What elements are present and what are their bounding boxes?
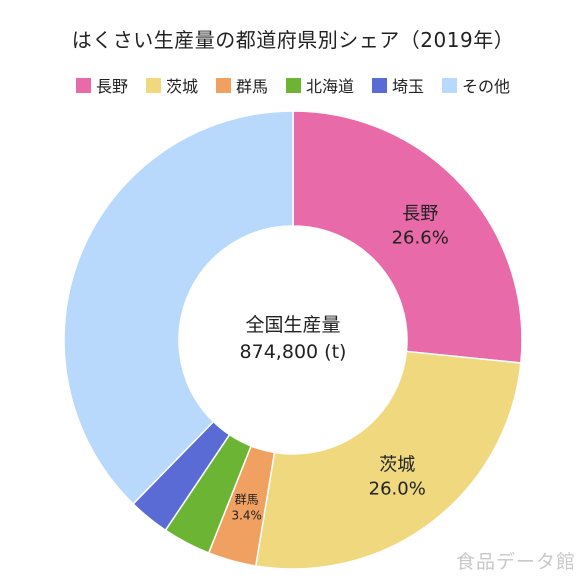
legend-item: 北海道	[286, 73, 354, 97]
legend-label: 埼玉	[392, 77, 425, 96]
slice-value-label: 3.4%	[231, 508, 262, 522]
slice-value-label: 26.6%	[392, 227, 449, 248]
slice-name-label: 群馬	[235, 492, 259, 506]
legend-swatch	[372, 77, 388, 93]
legend-swatch	[145, 77, 161, 93]
legend-item: その他	[442, 73, 510, 97]
donut-slice	[63, 110, 294, 506]
donut-slice	[254, 350, 522, 570]
legend-label: その他	[462, 77, 511, 96]
slice-name-label: 茨城	[379, 454, 415, 475]
legend-label: 長野	[95, 77, 128, 96]
center-value: 874,800 (t)	[239, 341, 347, 363]
legend-label: 茨城	[165, 77, 198, 96]
legend-item: 茨城	[145, 73, 198, 97]
donut-center-label: 全国生産量 874,800 (t)	[193, 312, 393, 366]
legend-label: 北海道	[306, 77, 355, 96]
chart-title: はくさい生産量の都道府県別シェア（2019年）	[71, 28, 515, 52]
slice-name-label: 長野	[402, 203, 438, 224]
legend-swatch	[442, 77, 458, 93]
legend-swatch	[215, 77, 231, 93]
legend-label: 群馬	[235, 77, 268, 96]
legend-item: 群馬	[215, 73, 268, 97]
legend-swatch	[75, 77, 91, 93]
donut-slice	[292, 110, 523, 364]
slice-value-label: 26.0%	[369, 478, 426, 499]
legend-item: 埼玉	[372, 73, 424, 97]
watermark-logo: 食品データ館	[455, 551, 576, 573]
chart-legend: 長野 茨城 群馬 北海道 埼玉 その他	[0, 73, 586, 97]
legend-swatch	[286, 77, 301, 93]
legend-item: 長野	[75, 73, 128, 97]
center-title: 全国生産量	[245, 314, 341, 336]
